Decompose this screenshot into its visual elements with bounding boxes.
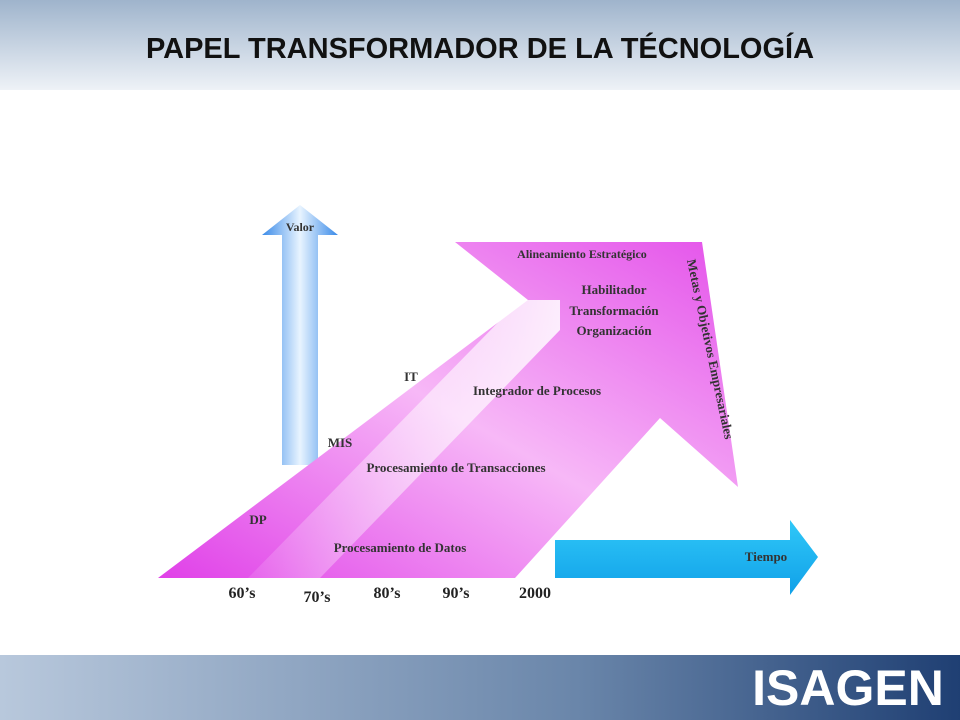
stage-role: Procesamiento de Transacciones (366, 460, 545, 475)
time-arrow (555, 520, 818, 595)
stage-role: Procesamiento de Datos (334, 540, 467, 555)
value-arrow (262, 205, 338, 465)
header-band (0, 0, 960, 90)
head-line: Organización (576, 323, 652, 338)
top-label: Alineamiento Estratégico (517, 247, 647, 261)
head-line: Transformación (569, 303, 659, 318)
period: 90’s (443, 585, 470, 602)
footer-band (0, 655, 960, 720)
period: 60’s (229, 585, 256, 602)
stage-name: DP (249, 512, 266, 527)
period: 70’s (304, 589, 331, 606)
time-label: Tiempo (745, 549, 787, 564)
highlight-band (248, 300, 560, 578)
period: 80’s (374, 585, 401, 602)
head-line: Habilitador (581, 282, 646, 297)
title: PAPEL TRANSFORMADOR DE LA TÉCNOLOGÍA (146, 31, 814, 65)
stage-name: MIS (328, 435, 353, 450)
stage-role: Integrador de Procesos (473, 383, 601, 398)
period: 2000 (519, 585, 551, 602)
logo: ISAGEN (752, 660, 944, 716)
stage-name: IT (404, 369, 418, 384)
value-label: Valor (286, 220, 315, 234)
